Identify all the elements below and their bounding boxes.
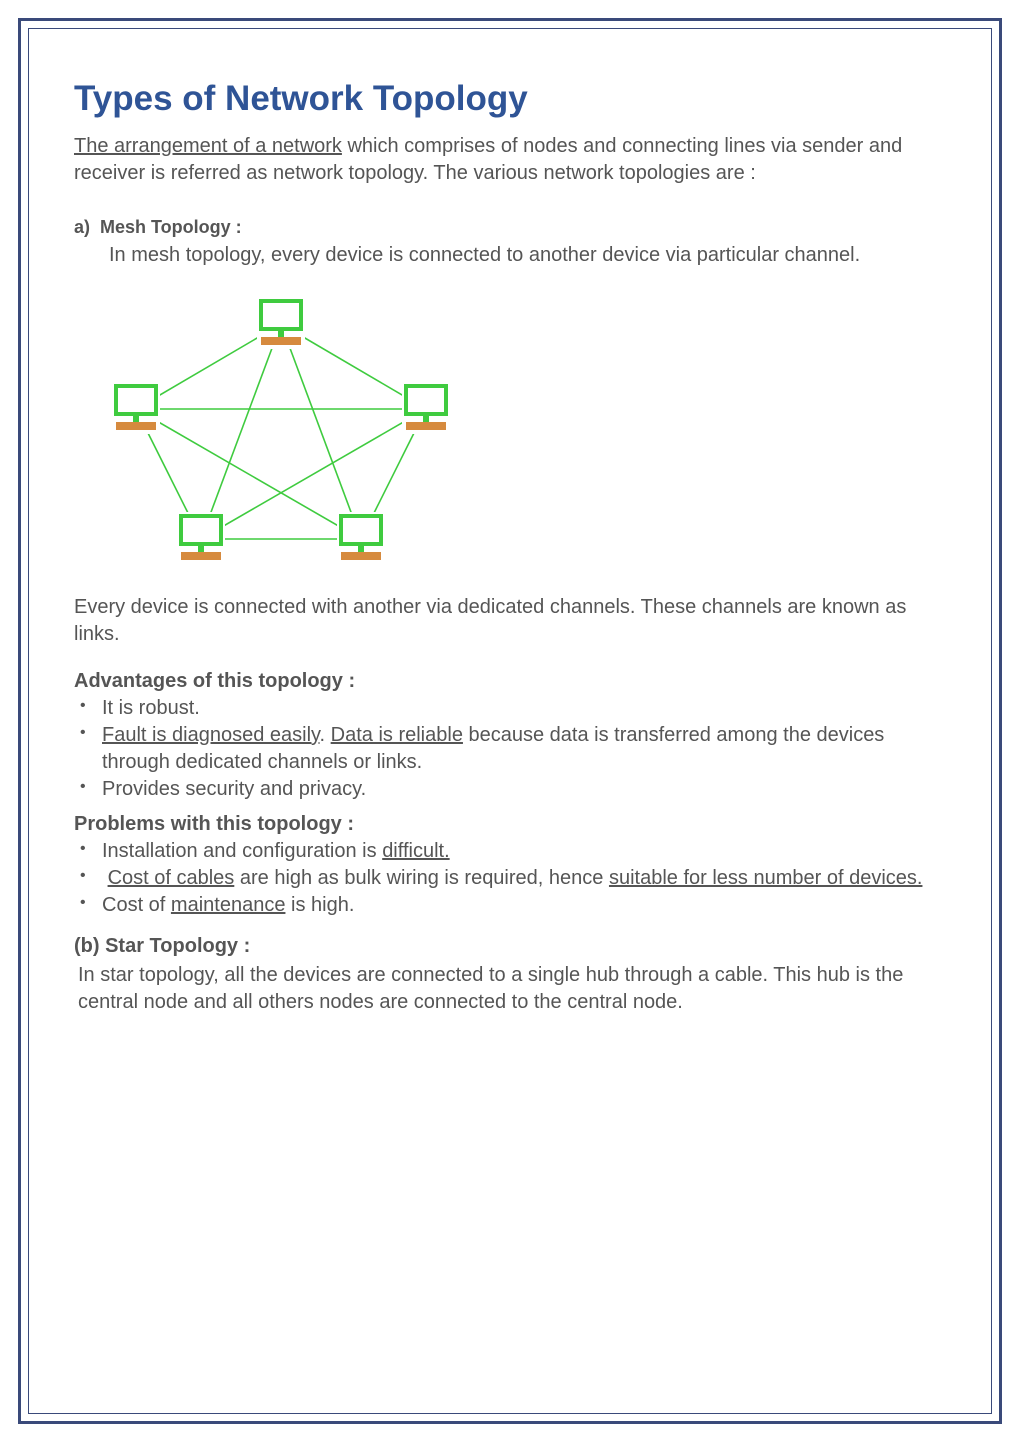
adv-item-text: Provides security and privacy.	[102, 778, 366, 800]
page-title: Types of Network Topology	[74, 79, 946, 119]
prob-item-ul: suitable for less number of devices.	[609, 867, 923, 889]
prob-item-text: is high.	[285, 894, 354, 916]
mesh-heading-text: Mesh Topology :	[100, 217, 242, 237]
problems-list: Installation and configuration is diffic…	[74, 838, 946, 919]
prob-item-text: Cost of	[102, 894, 171, 916]
mesh-heading: a) Mesh Topology :	[74, 217, 946, 238]
advantages-list: It is robust. Fault is diagnosed easily.…	[74, 695, 946, 803]
intro-underline: The arrangement of a network	[74, 135, 342, 157]
mesh-label: a)	[74, 217, 90, 237]
adv-item-ul: Fault is diagnosed easily	[102, 724, 320, 746]
prob-item-ul: Cost of cables	[108, 867, 235, 889]
adv-item-ul: Data is reliable	[331, 724, 463, 746]
list-item: Cost of maintenance is high.	[74, 892, 946, 919]
page-content: Types of Network Topology The arrangemen…	[28, 28, 992, 1414]
list-item: It is robust.	[74, 695, 946, 722]
list-item: Provides security and privacy.	[74, 776, 946, 803]
problems-heading: Problems with this topology :	[74, 813, 946, 836]
star-description: In star topology, all the devices are co…	[78, 962, 946, 1016]
prob-item-text: are high as bulk wiring is required, hen…	[234, 867, 609, 889]
mesh-caption: Every device is connected with another v…	[74, 594, 946, 648]
adv-item-text: It is robust.	[102, 697, 200, 719]
adv-item-text: .	[320, 724, 331, 746]
prob-item-text: Installation and configuration is	[102, 840, 382, 862]
mesh-diagram	[84, 279, 946, 584]
list-item: Fault is diagnosed easily. Data is relia…	[74, 722, 946, 776]
star-heading: (b) Star Topology :	[74, 935, 946, 958]
intro-paragraph: The arrangement of a network which compr…	[74, 133, 946, 187]
mesh-svg	[84, 279, 474, 579]
mesh-description: In mesh topology, every device is connec…	[109, 242, 946, 269]
advantages-heading: Advantages of this topology :	[74, 670, 946, 693]
list-item: Cost of cables are high as bulk wiring i…	[74, 865, 946, 892]
list-item: Installation and configuration is diffic…	[74, 838, 946, 865]
prob-item-ul: maintenance	[171, 894, 286, 916]
prob-item-ul: difficult.	[382, 840, 449, 862]
